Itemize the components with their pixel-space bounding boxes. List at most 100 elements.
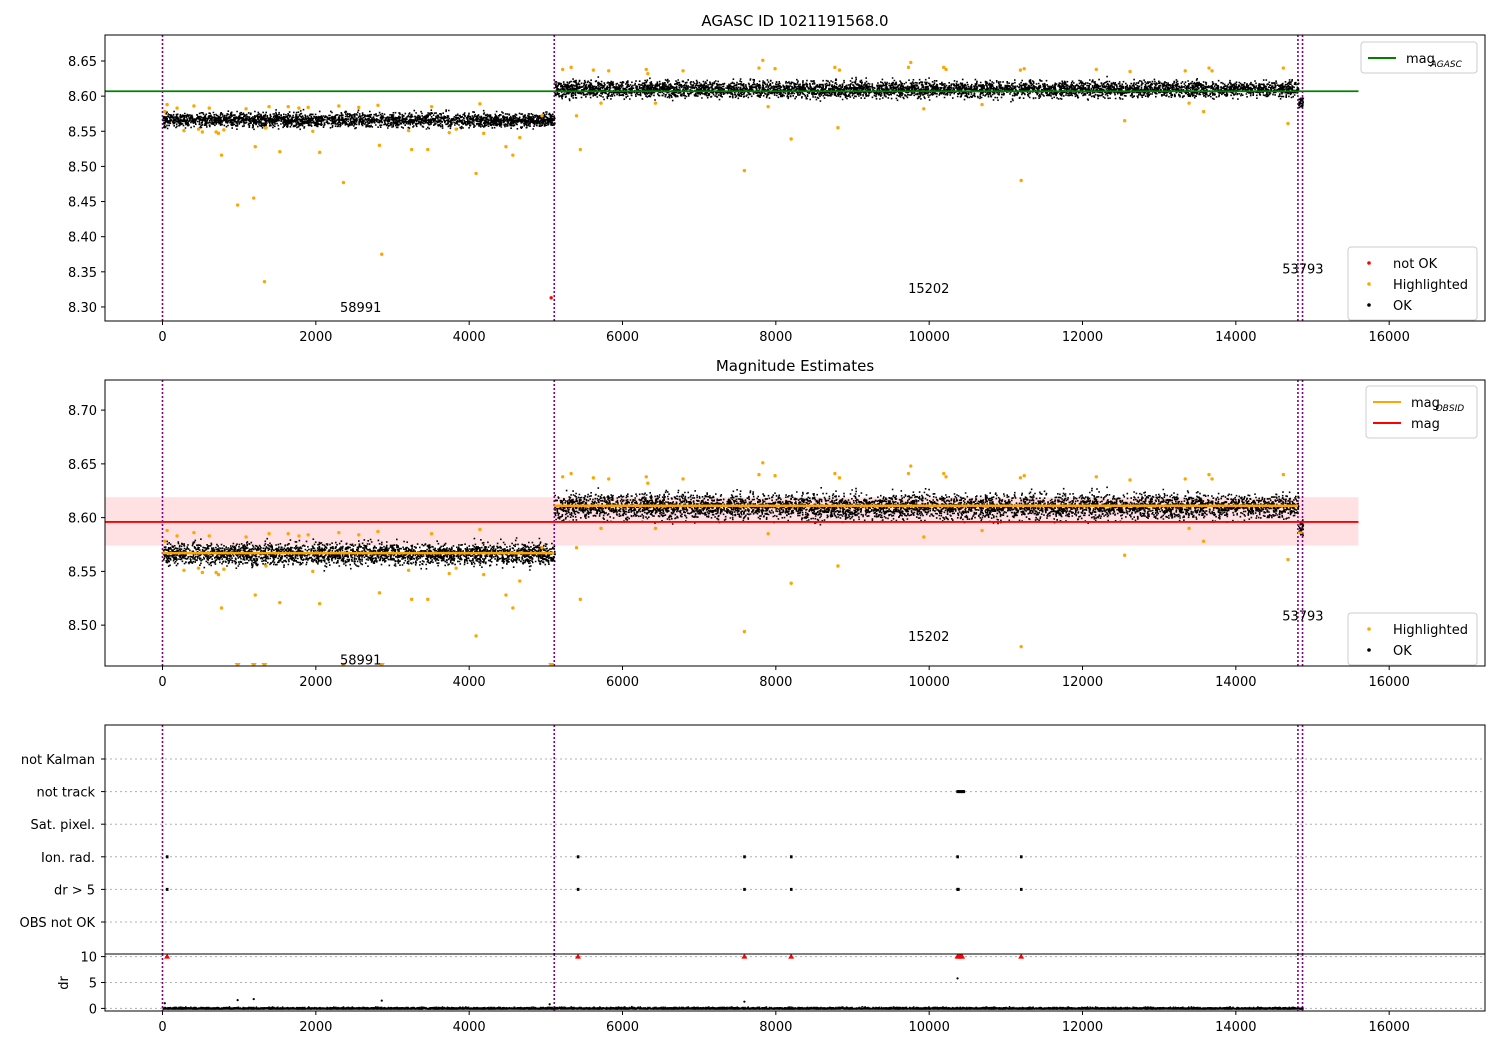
- plot-area-3: [105, 725, 1485, 954]
- highlighted-point: [607, 69, 611, 73]
- highlighted-point: [1281, 66, 1286, 70]
- highlighted-point: [561, 67, 565, 72]
- legend-marker: [1367, 303, 1371, 307]
- highlighted-point: [833, 471, 837, 476]
- highlighted-point: [837, 68, 842, 72]
- legend-label: mag: [1411, 417, 1440, 432]
- highlighted-point: [1122, 553, 1127, 557]
- x-tick-label: 12000: [1062, 330, 1103, 345]
- highlighted-point: [681, 69, 685, 73]
- highlighted-point: [569, 471, 573, 476]
- highlighted-point: [561, 475, 565, 479]
- highlighted-point: [182, 568, 186, 573]
- highlighted-point: [504, 593, 508, 597]
- highlighted-point: [761, 58, 765, 62]
- highlighted-point-clipped: [234, 663, 241, 666]
- highlighted-point: [406, 128, 411, 133]
- plot-area-4: [105, 954, 1485, 1011]
- y-tick-label: 8.30: [68, 301, 97, 316]
- highlighted-point: [646, 71, 650, 76]
- highlighted-point: [1286, 557, 1290, 562]
- highlighted-point: [980, 528, 984, 533]
- highlighted-point: [286, 104, 290, 109]
- x-tick-label: 12000: [1062, 675, 1103, 690]
- highlighted-point: [922, 535, 926, 539]
- dr-clipped-point: [1018, 954, 1025, 959]
- highlighted-point: [377, 143, 382, 148]
- highlighted-point: [1094, 475, 1099, 479]
- highlighted-point: [578, 597, 583, 602]
- x-tick-label: 14000: [1215, 675, 1256, 690]
- highlighted-point: [253, 593, 257, 597]
- flag-point: [743, 887, 746, 891]
- highlighted-point: [578, 147, 583, 152]
- highlighted-point: [214, 570, 218, 575]
- highlighted-point: [773, 473, 777, 478]
- highlighted-point: [175, 106, 179, 110]
- x-axis-4: 0 2000 4000 6000 8000 10000 12000 14000 16000: [158, 1011, 1410, 1035]
- highlighted-point: [192, 530, 196, 535]
- highlighted-point: [599, 101, 603, 105]
- highlighted-point: [1094, 67, 1099, 72]
- highlighted-point: [540, 114, 544, 118]
- highlighted-point: [264, 126, 268, 130]
- flag-label: Sat. pixel.: [31, 818, 95, 833]
- highlighted-point: [219, 153, 224, 157]
- highlighted-point: [1286, 121, 1290, 126]
- highlighted-point: [357, 105, 361, 110]
- highlighted-point: [406, 568, 411, 573]
- x-tick-label: 4000: [453, 330, 486, 345]
- highlighted-point: [1022, 473, 1026, 478]
- highlighted-point: [1022, 67, 1026, 71]
- highlighted-point: [1183, 477, 1187, 481]
- y-tick-label: 8.65: [68, 55, 97, 70]
- highlighted-point: [306, 533, 310, 537]
- dr-point: [380, 999, 383, 1002]
- x-tick-label: 10000: [908, 330, 949, 345]
- highlighted-point: [909, 464, 913, 468]
- y-tick-label: 8.35: [68, 266, 97, 281]
- flag-point: [1019, 887, 1023, 891]
- highlighted-point: [426, 147, 430, 152]
- highlighted-point: [182, 128, 186, 133]
- highlighted-point: [1187, 526, 1191, 531]
- legend-box: [1365, 385, 1478, 439]
- y-tick-label: 8.40: [68, 231, 97, 246]
- highlighted-point: [278, 600, 282, 605]
- highlighted-point: [253, 145, 257, 149]
- legend-box: [1360, 41, 1478, 74]
- flag-point: [1019, 855, 1023, 859]
- highlighted-point: [757, 472, 761, 477]
- highlighted-point: [196, 127, 201, 131]
- highlighted-point-clipped: [378, 663, 385, 666]
- highlighted-point: [376, 103, 380, 107]
- x-tick-label: 8000: [759, 675, 792, 690]
- legend-label: OK: [1393, 299, 1412, 314]
- legend-box: [1347, 612, 1478, 666]
- legend-label: Highlighted: [1393, 278, 1468, 293]
- highlighted-point: [478, 527, 482, 532]
- flag-label: dr > 5: [54, 883, 95, 898]
- highlighted-point: [207, 534, 211, 538]
- axes-frame-1: [104, 34, 1486, 322]
- highlighted-point: [511, 153, 515, 157]
- highlighted-point: [311, 569, 315, 574]
- highlighted-point: [906, 65, 911, 70]
- legend-label: mag: [1406, 52, 1435, 67]
- highlighted-point: [644, 67, 648, 72]
- flag-point: [959, 790, 962, 794]
- highlighted-point: [200, 130, 205, 134]
- highlighted-point: [447, 130, 451, 135]
- x-tick-label: 10000: [908, 1020, 949, 1035]
- highlighted-point: [742, 629, 747, 634]
- dr-clipped-point: [959, 954, 966, 959]
- dr-point: [236, 999, 239, 1002]
- flag-label: Ion. rad.: [41, 851, 95, 866]
- highlighted-point: [773, 67, 777, 71]
- dr-clipped-point: [164, 954, 171, 959]
- highlighted-point: [376, 529, 380, 534]
- highlighted-point: [216, 572, 221, 577]
- x-tick-label: 2000: [299, 330, 332, 345]
- x-tick-label: 14000: [1215, 330, 1256, 345]
- highlighted-point: [1183, 69, 1187, 73]
